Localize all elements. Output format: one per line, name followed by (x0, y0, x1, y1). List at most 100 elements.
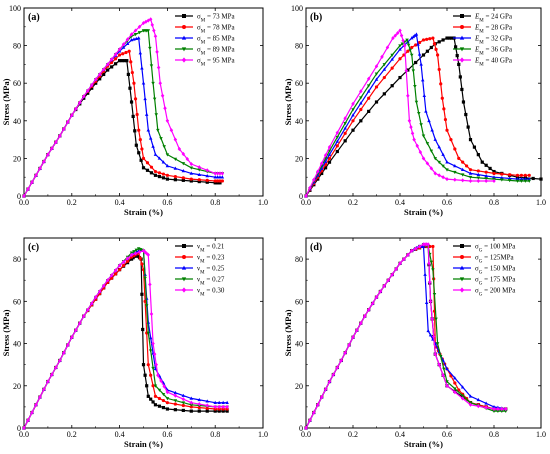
data-point (390, 84, 394, 88)
data-point (362, 314, 367, 319)
data-point (442, 367, 446, 371)
legend-item: σM = 78 MPa (175, 24, 236, 34)
x-axis-label: Strain (%) (404, 207, 443, 217)
data-point (476, 404, 481, 409)
data-point (136, 36, 141, 40)
data-point (137, 128, 141, 132)
data-point (327, 160, 332, 164)
data-point (308, 418, 312, 423)
legend-marker (182, 255, 186, 259)
y-tick-label: 20 (295, 154, 303, 163)
data-point (432, 42, 437, 46)
y-axis-label: Stress (MPa) (283, 309, 293, 356)
data-point (476, 178, 481, 184)
legend-marker (181, 277, 187, 282)
data-point (157, 388, 162, 392)
legend-item: νM = 0.21 (175, 243, 225, 253)
data-point (335, 365, 340, 370)
data-point (30, 410, 34, 415)
data-point (398, 47, 402, 51)
data-point (156, 65, 161, 70)
x-axis-label: Strain (%) (124, 207, 163, 217)
data-point (98, 77, 102, 81)
y-tick-label: 80 (13, 42, 21, 51)
data-point (141, 20, 146, 26)
data-point (484, 177, 488, 181)
data-point (134, 248, 139, 252)
data-point (181, 178, 185, 182)
data-point (319, 394, 324, 400)
data-point (484, 163, 488, 167)
data-point (173, 402, 177, 406)
data-point (460, 173, 465, 177)
legend-item: EM = 32 GPa (453, 35, 513, 45)
data-point (418, 150, 423, 155)
data-point (101, 67, 106, 72)
data-point (425, 161, 430, 166)
chart-panel-3: 0.0 0.2 0.4 0.6 0.8 1.0 0 20 40 60 80 Strain (%) Str… (1, 237, 268, 449)
data-point (146, 128, 151, 132)
data-point (137, 249, 142, 255)
x-axis-label: Strain (%) (404, 439, 443, 449)
data-point (523, 179, 528, 183)
data-point (343, 126, 347, 130)
data-point (492, 169, 496, 174)
data-point (327, 149, 332, 153)
data-point (539, 177, 543, 181)
data-point (34, 402, 38, 407)
data-point (445, 36, 449, 40)
data-point (120, 59, 124, 63)
data-point (445, 366, 449, 371)
series-3 (304, 32, 532, 198)
data-point (398, 57, 402, 61)
data-point (162, 384, 166, 389)
data-point (161, 160, 166, 164)
data-point (355, 328, 359, 333)
data-point (90, 86, 94, 90)
legend-label: σM = 95 MPa (197, 57, 236, 68)
data-point (149, 311, 154, 317)
data-point (457, 156, 461, 160)
legend-item: EM = 24 GPa (453, 13, 513, 23)
data-point (97, 289, 102, 294)
data-point (409, 248, 414, 253)
series-1 (304, 36, 543, 198)
data-point (70, 113, 74, 118)
legend-marker (181, 265, 187, 270)
data-point (437, 40, 441, 44)
data-point (414, 60, 418, 65)
data-point (113, 52, 118, 57)
data-point (441, 38, 445, 42)
data-point (433, 352, 438, 357)
data-point (161, 398, 166, 403)
data-point (315, 402, 320, 407)
data-point (445, 128, 449, 132)
data-point (213, 171, 217, 176)
data-point (429, 45, 433, 50)
data-point (125, 259, 130, 263)
data-point (359, 107, 363, 112)
legend-marker (182, 14, 186, 18)
data-point (173, 174, 177, 179)
data-point (400, 42, 405, 46)
data-point (406, 93, 410, 98)
data-point (189, 400, 194, 405)
data-point (492, 178, 496, 184)
data-point (121, 52, 125, 56)
data-point (429, 260, 434, 264)
data-point (137, 24, 142, 29)
data-point (464, 164, 469, 168)
data-point (430, 128, 434, 132)
data-point (149, 373, 153, 377)
data-point (515, 179, 520, 183)
data-point (101, 283, 106, 288)
legend-marker (459, 287, 465, 293)
data-point (425, 142, 430, 146)
data-point (153, 403, 158, 407)
data-point (343, 122, 347, 126)
data-point (434, 317, 438, 321)
x-tick-label: 0.8 (210, 198, 220, 207)
data-point (218, 175, 222, 179)
data-point (435, 342, 440, 346)
data-point (109, 273, 114, 278)
